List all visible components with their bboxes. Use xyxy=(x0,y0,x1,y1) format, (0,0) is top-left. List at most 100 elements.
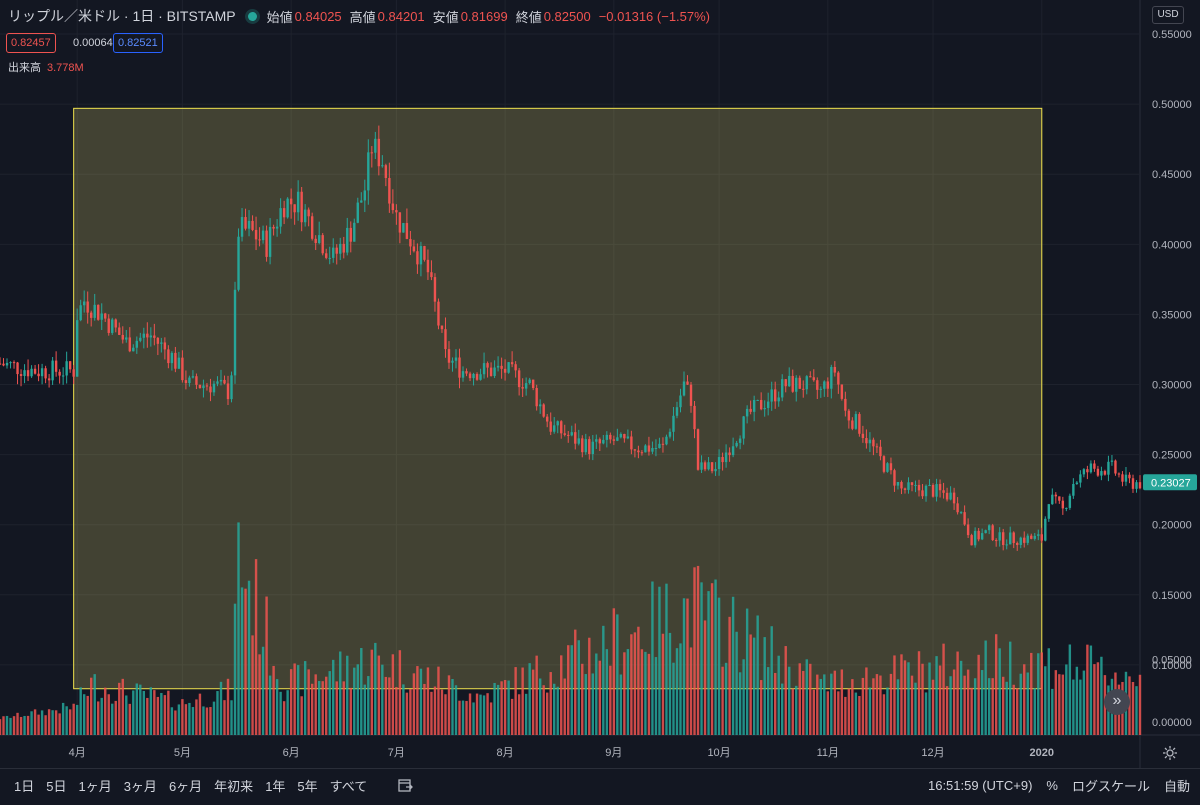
close-label: 終値 xyxy=(515,9,542,25)
volume-bar xyxy=(398,650,402,735)
candle-body xyxy=(275,226,279,229)
percent-scale-toggle[interactable]: % xyxy=(1046,777,1058,793)
volume-bar xyxy=(61,702,65,735)
candle-body xyxy=(433,277,437,302)
candle-body xyxy=(802,388,805,390)
volume-bar xyxy=(524,693,528,735)
volume-bar xyxy=(819,678,822,735)
candle-body xyxy=(1128,474,1131,479)
volume-bar xyxy=(26,715,30,735)
volume-bar xyxy=(268,675,272,735)
volume-bar xyxy=(86,695,89,735)
volume-bar xyxy=(342,681,345,735)
auto-scale-toggle[interactable]: 自動 xyxy=(1163,778,1190,794)
candle-body xyxy=(756,399,759,401)
candle-body xyxy=(1016,542,1019,545)
range-ytd[interactable]: 年初来 xyxy=(214,778,254,794)
candle-body xyxy=(19,374,23,376)
candle-body xyxy=(12,362,16,364)
currency-selector[interactable]: USD xyxy=(1152,6,1184,24)
volume-bar xyxy=(966,669,970,735)
candle-body xyxy=(977,530,980,540)
candle-body xyxy=(230,375,233,400)
volume-bar xyxy=(679,643,682,735)
candle-body xyxy=(465,371,468,374)
market-status-icon xyxy=(247,11,257,21)
candle-body xyxy=(353,222,356,242)
volume-bar xyxy=(1044,666,1047,735)
gear-icon[interactable] xyxy=(1162,745,1178,761)
volume-bar xyxy=(1005,681,1008,735)
volume-bar xyxy=(595,653,598,735)
candle-body xyxy=(205,385,209,387)
volume-bar xyxy=(0,719,2,735)
range-6m[interactable]: 6ヶ月 xyxy=(168,778,203,794)
range-1d[interactable]: 1日 xyxy=(14,778,35,794)
scroll-to-realtime-icon[interactable]: » xyxy=(1104,689,1130,715)
volume-bar xyxy=(1009,641,1012,735)
volume-bar xyxy=(97,701,100,735)
candle-body xyxy=(90,312,93,318)
candle-body xyxy=(531,379,535,389)
volume-bar xyxy=(847,688,851,735)
range-3m[interactable]: 3ヶ月 xyxy=(123,778,157,794)
volume-bar xyxy=(1054,670,1058,735)
range-5y[interactable]: 5年 xyxy=(297,778,318,794)
range-5d[interactable]: 5日 xyxy=(46,778,67,794)
volume-bar xyxy=(759,680,763,735)
candle-body xyxy=(118,327,121,335)
volume-bar xyxy=(370,649,374,735)
volume-bar xyxy=(461,700,465,735)
volume-bar xyxy=(1079,679,1082,735)
symbol-name[interactable]: リップル／米ドル · 1日 · BITSTAMP xyxy=(8,8,236,24)
volume-bar xyxy=(265,596,268,735)
candle-body xyxy=(528,379,531,384)
volume-bar xyxy=(865,667,868,735)
candle-body xyxy=(1072,484,1075,496)
range-all[interactable]: すべて xyxy=(329,778,368,794)
candle-body xyxy=(128,337,131,352)
candle-body xyxy=(1100,471,1103,476)
volume-bar xyxy=(177,704,181,735)
candle-body xyxy=(591,441,594,455)
candle-body xyxy=(444,329,447,350)
candle-body xyxy=(510,362,514,365)
candle-body xyxy=(668,431,672,437)
volume-bar xyxy=(1089,645,1093,735)
volume-bar xyxy=(546,692,549,735)
volume-bar xyxy=(826,691,830,735)
buy-price-button[interactable]: 0.82521 xyxy=(113,33,163,53)
volume-bars xyxy=(0,522,1142,735)
candle-body xyxy=(973,530,977,546)
volume-bar xyxy=(774,672,777,735)
range-1m[interactable]: 1ヶ月 xyxy=(78,778,112,794)
volume-bar xyxy=(135,683,138,735)
log-scale-toggle[interactable]: ログスケール xyxy=(1071,778,1150,794)
clock-timezone[interactable]: 16:51:59 (UTC+9) xyxy=(927,777,1033,793)
volume-bar xyxy=(553,683,556,735)
candle-body xyxy=(823,381,826,389)
goto-date-icon[interactable] xyxy=(397,777,414,793)
candle-body xyxy=(303,209,307,223)
candle-body xyxy=(728,452,731,456)
volume-bar xyxy=(68,709,72,735)
candle-body xyxy=(938,484,942,491)
volume-bar xyxy=(496,684,500,735)
volume-bar xyxy=(51,710,54,735)
price-tick-label: 0.45000 xyxy=(1152,169,1192,181)
sell-price-button[interactable]: 0.82457 xyxy=(6,33,56,53)
volume-bar xyxy=(219,681,223,735)
candle-body xyxy=(1030,535,1033,539)
volume-bar xyxy=(654,657,658,735)
candle-body xyxy=(328,257,331,259)
candle-body xyxy=(991,525,994,541)
volume-bar xyxy=(353,667,356,735)
volume-bar xyxy=(479,694,482,735)
volume-bar xyxy=(756,615,759,735)
candle-body xyxy=(647,445,651,452)
low-value: 0.81699 xyxy=(460,8,508,24)
range-1y[interactable]: 1年 xyxy=(265,778,286,794)
candle-body xyxy=(886,463,889,472)
